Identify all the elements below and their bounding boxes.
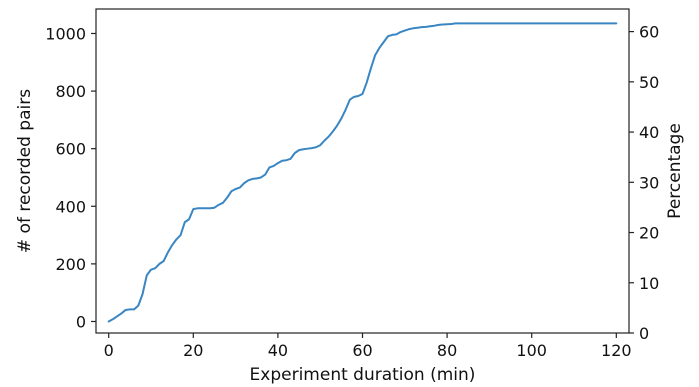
y-tick-label-1000: 1000 [45,24,86,43]
x-tick-label-0: 0 [104,341,114,360]
x-tick-label-60: 60 [352,341,372,360]
y-tick-label-600: 600 [55,140,86,159]
x-tick-label-100: 100 [516,341,547,360]
y-right-tick-label-20: 20 [639,224,659,243]
y-axis-label-left: # of recorded pairs [15,89,35,253]
y-right-tick-label-60: 60 [639,23,659,42]
y-tick-label-800: 800 [55,82,86,101]
y-right-tick-label-0: 0 [639,324,649,343]
series-layer [107,22,618,323]
y-tick-label-200: 200 [55,255,86,274]
x-axis-label: Experiment duration (min) [250,365,476,385]
y-axis-label-right: Percentage [665,123,685,219]
x-tick-label-120: 120 [601,341,632,360]
y-right-tick-label-50: 50 [639,73,659,92]
y-tick-label-0: 0 [76,312,86,331]
y-tick-label-400: 400 [55,197,86,216]
y-right-tick-label-10: 10 [639,274,659,293]
y-right-tick-label-40: 40 [639,123,659,142]
plot-area [96,9,629,333]
plot-frame [95,8,630,334]
x-tick-label-40: 40 [268,341,288,360]
y-right-tick-label-30: 30 [639,173,659,192]
x-tick-label-80: 80 [437,341,457,360]
series-line-0 [107,22,618,323]
x-tick-label-20: 20 [183,341,203,360]
axes-layer: 0 20 40 60 80 100 120 0 200 400 600 800 1000 0 10 20 30 4… [45,23,659,360]
